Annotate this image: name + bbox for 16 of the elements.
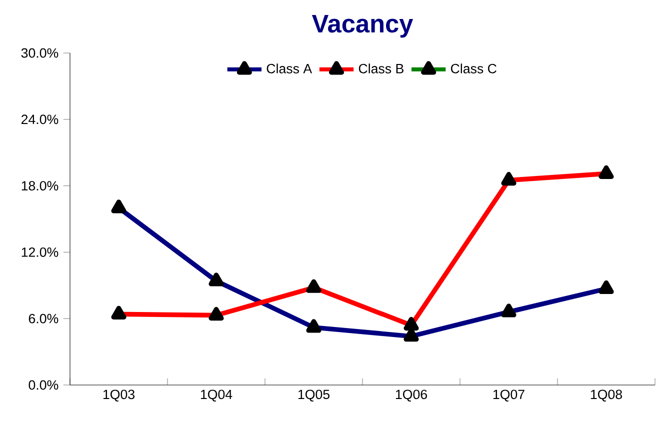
chart-title: Vacancy xyxy=(312,14,414,38)
y-tick-label: 12.0% xyxy=(22,247,58,257)
y-tick-label: 6.0% xyxy=(28,314,58,324)
legend-label: Class C xyxy=(450,64,496,74)
y-tick-label: 0.0% xyxy=(28,380,58,390)
x-tick-label: 1Q03 xyxy=(103,390,134,402)
y-tick-label: 18.0% xyxy=(22,181,58,191)
x-tick-label: 1Q04 xyxy=(200,390,232,402)
legend-label: Class A xyxy=(266,64,312,74)
x-tick-label: 1Q06 xyxy=(396,390,427,402)
legend-label: Class B xyxy=(358,64,404,74)
y-tick-label: 30.0% xyxy=(21,48,58,58)
y-tick-label: 24.0% xyxy=(21,114,58,124)
x-tick-label: 1Q08 xyxy=(590,390,622,402)
x-tick-label: 1Q07 xyxy=(493,390,524,402)
x-tick-label: 1Q05 xyxy=(298,390,330,402)
